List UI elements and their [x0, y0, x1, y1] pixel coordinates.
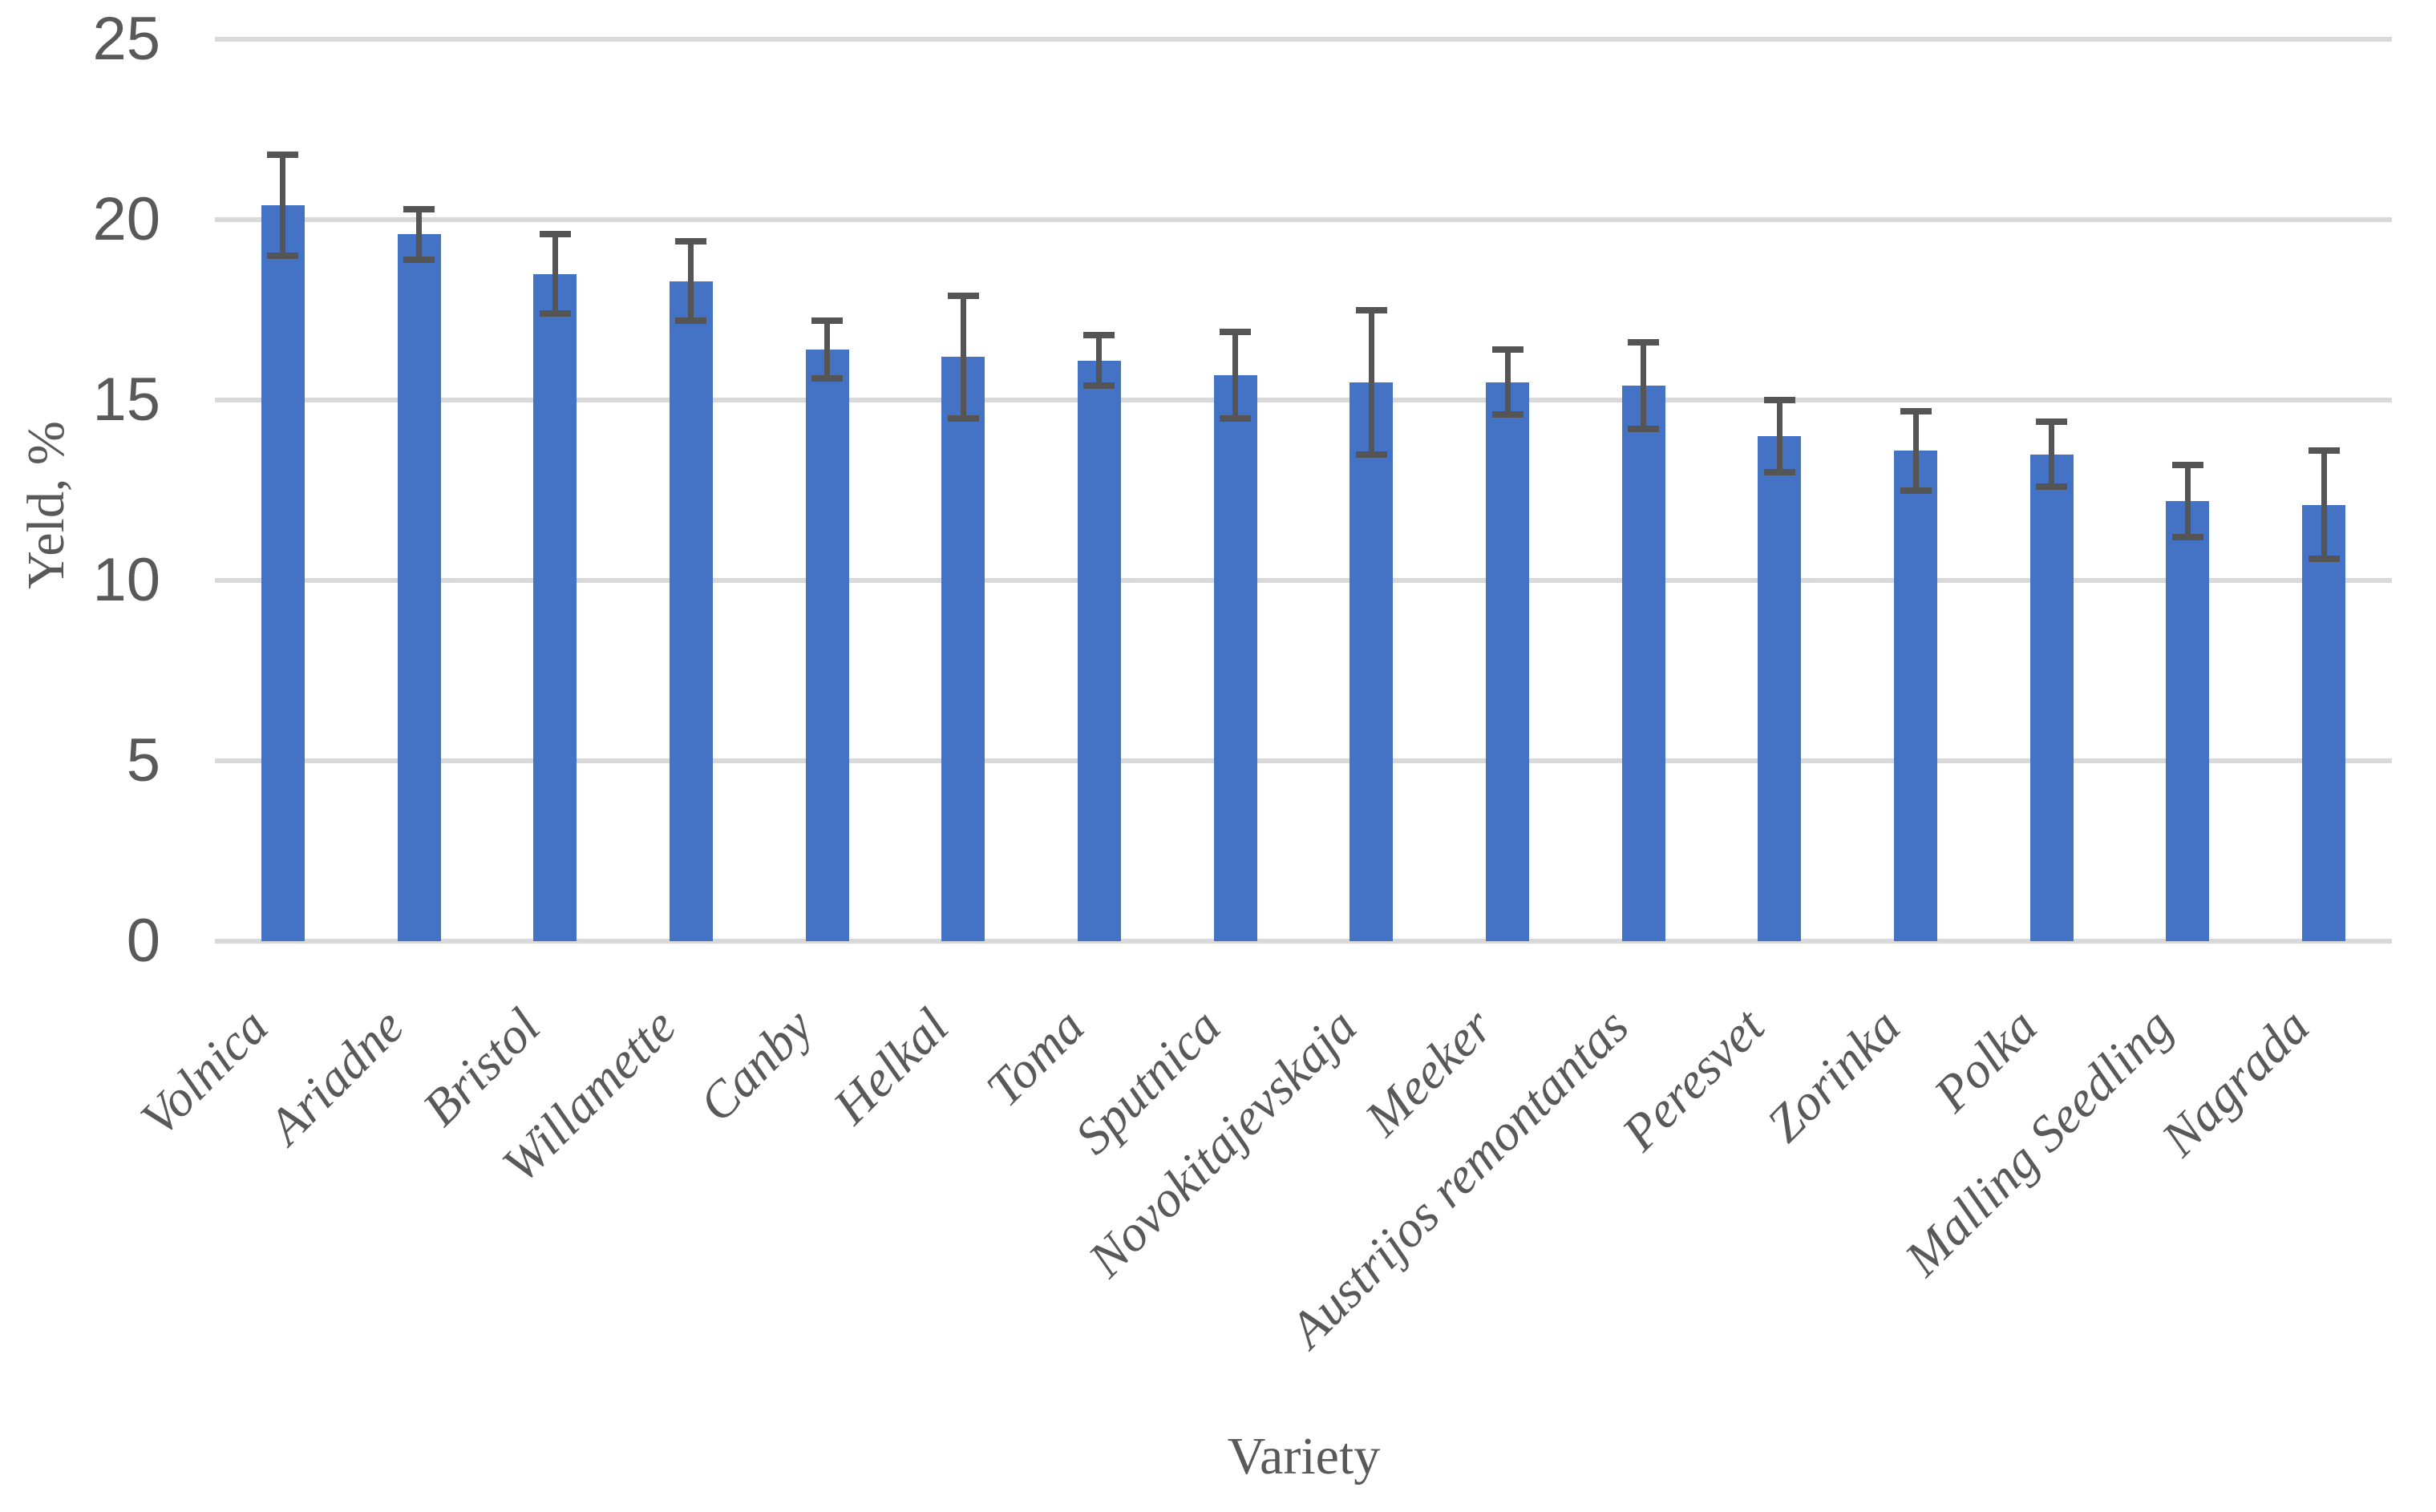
error-bar-cap-top-ariadne: [403, 205, 435, 212]
y-tick-label-15: 15: [92, 366, 160, 434]
error-bar-cap-top-zorinka: [1900, 407, 1932, 414]
bar-volnica: [261, 205, 305, 941]
bar-polka: [2029, 454, 2074, 941]
error-bar-cap-bottom-polka: [2036, 483, 2068, 490]
error-bar-cap-top-malling-seedling: [2171, 462, 2203, 468]
error-bar-cap-bottom-willamette: [675, 317, 707, 324]
gridline-20: [215, 217, 2392, 222]
y-tick-label-0: 0: [126, 907, 160, 975]
gridline-5: [215, 758, 2392, 763]
error-bar-cap-bottom-zorinka: [1900, 487, 1932, 494]
x-category-label-volnica: Volnica: [129, 997, 279, 1147]
bar-bristol: [533, 273, 577, 941]
error-bar-cap-bottom-ariadne: [403, 256, 435, 263]
y-tick-label-5: 5: [126, 726, 160, 794]
error-bar-cap-bottom-sputnica: [1220, 414, 1252, 422]
bar-novokitajevskaja: [1350, 382, 1394, 941]
gridline-0: [215, 939, 2392, 944]
x-category-label-helkal: Helkal: [821, 997, 959, 1135]
error-bar-cap-top-meeker: [1491, 346, 1524, 353]
error-bar-cap-bottom-volnica: [267, 253, 299, 259]
error-bar-cap-top-polka: [2036, 418, 2068, 425]
error-bar-line-canby: [824, 321, 831, 378]
y-tick-label-25: 25: [92, 5, 160, 73]
error-bar-cap-bottom-canby: [811, 375, 844, 382]
x-category-label-polka: Polka: [1922, 997, 2048, 1123]
bar-zorinka: [1894, 451, 1938, 941]
x-category-label-nagrada: Nagrada: [2150, 997, 2320, 1167]
bar-peresvet: [1758, 436, 1802, 941]
error-bar-cap-bottom-nagrada: [2308, 556, 2340, 562]
bar-ariadne: [397, 234, 441, 941]
error-bar-cap-top-canby: [811, 317, 844, 324]
y-tick-label-20: 20: [92, 185, 160, 253]
x-axis-title: Variety: [1227, 1427, 1381, 1486]
gridline-25: [215, 37, 2392, 42]
error-bar-line-polka: [2049, 422, 2055, 487]
error-bar-cap-bottom-bristol: [539, 310, 571, 317]
error-bar-line-nagrada: [2321, 451, 2327, 559]
error-bar-cap-bottom-novokitajevskaja: [1355, 451, 1387, 458]
bar-willamette: [669, 281, 713, 941]
error-bar-line-ariadne: [416, 208, 423, 260]
gridline-15: [215, 398, 2392, 402]
error-bar-cap-top-novokitajevskaja: [1355, 306, 1387, 313]
bar-malling-seedling: [2166, 501, 2210, 941]
plot-area: [215, 37, 2392, 944]
y-tick-label-10: 10: [92, 546, 160, 614]
error-bar-line-willamette: [688, 241, 694, 321]
bar-nagrada: [2302, 504, 2346, 941]
x-category-label-toma: Toma: [975, 997, 1095, 1118]
y-axis-title: Yeld, %: [17, 421, 75, 589]
error-bar-cap-top-helkal: [947, 292, 979, 299]
error-bar-cap-top-sputnica: [1220, 328, 1252, 335]
error-bar-line-novokitajevskaja: [1368, 309, 1374, 455]
error-bar-line-peresvet: [1776, 400, 1782, 472]
error-bar-line-zorinka: [1912, 410, 1919, 491]
error-bar-cap-bottom-malling-seedling: [2171, 534, 2203, 540]
error-bar-cap-top-nagrada: [2308, 447, 2340, 454]
error-bar-cap-top-austrijos-remontantas: [1628, 339, 1660, 346]
error-bar-cap-top-bristol: [539, 231, 571, 237]
bar-canby: [805, 350, 849, 941]
error-bar-line-sputnica: [1232, 331, 1239, 418]
error-bar-cap-bottom-austrijos-remontantas: [1628, 426, 1660, 432]
error-bar-cap-bottom-peresvet: [1763, 469, 1795, 475]
error-bar-cap-bottom-meeker: [1491, 411, 1524, 418]
error-bar-cap-top-willamette: [675, 238, 707, 245]
bar-meeker: [1486, 382, 1530, 941]
error-bar-line-austrijos-remontantas: [1641, 342, 1647, 429]
bar-austrijos-remontantas: [1621, 386, 1665, 941]
x-category-label-peresvet: Peresvet: [1611, 997, 1775, 1162]
x-category-label-canby: Canby: [687, 997, 823, 1133]
error-bar-cap-top-volnica: [267, 152, 299, 158]
error-bar-line-toma: [1096, 335, 1103, 386]
x-category-label-ariadne: Ariadne: [257, 997, 415, 1155]
error-bar-cap-bottom-toma: [1083, 382, 1115, 389]
error-bar-cap-top-toma: [1083, 332, 1115, 338]
error-bar-line-malling-seedling: [2184, 465, 2191, 537]
error-bar-line-volnica: [280, 155, 286, 256]
error-bar-line-meeker: [1504, 350, 1511, 414]
error-bar-cap-bottom-helkal: [947, 414, 979, 422]
gridline-10: [215, 578, 2392, 583]
x-category-label-zorinka: Zorinka: [1756, 997, 1912, 1153]
bar-sputnica: [1213, 374, 1257, 941]
error-bar-cap-top-peresvet: [1763, 397, 1795, 403]
error-bar-line-helkal: [960, 295, 966, 418]
error-bar-line-bristol: [552, 234, 558, 313]
bar-helkal: [941, 357, 985, 941]
bar-toma: [1077, 360, 1121, 941]
